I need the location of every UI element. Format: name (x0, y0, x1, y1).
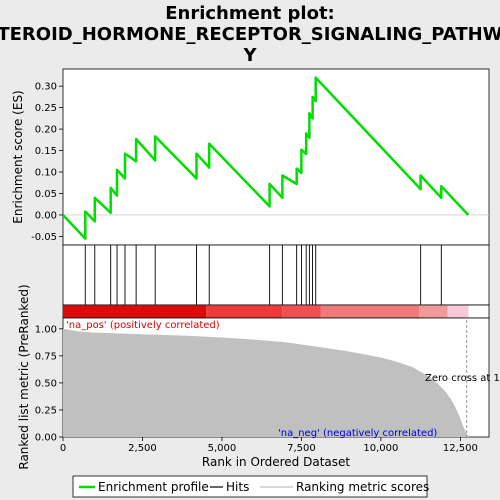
x-tick-label-0: 0 (60, 443, 66, 454)
es-y-axis-label: Enrichment score (ES) (11, 90, 25, 223)
es-y-tick-label-5: 0.05 (35, 189, 57, 200)
chart-title-line1: Enrichment plot: (165, 3, 335, 24)
rank-y-tick-label-3: 0.25 (35, 405, 57, 416)
es-y-tick-label-3: 0.15 (35, 146, 57, 157)
neg-correlated-label: 'na_neg' (negatively correlated) (278, 428, 437, 439)
x-tick-label-1: 2,500 (128, 443, 157, 454)
es-y-tick-label-4: 0.10 (35, 168, 57, 179)
chart-title-line2: STEROID_HORMONE_RECEPTOR_SIGNALING_PATHW… (0, 24, 500, 45)
legend-enrichment-label: Enrichment profile (98, 480, 209, 494)
pos-correlated-label: 'na_pos' (positively correlated) (66, 320, 220, 331)
es-y-tick-label-6: 0.00 (35, 210, 57, 221)
hits-panel-frame (63, 245, 489, 305)
rank-y-tick-label-2: 0.50 (35, 378, 57, 389)
rank-y-tick-label-1: 0.75 (35, 351, 57, 362)
x-tick-label-2: 5,000 (208, 443, 237, 454)
heat-band-2 (282, 306, 320, 318)
rank-y-axis-label: Ranked list metric (PreRanked) (17, 284, 31, 469)
es-panel-frame (63, 69, 489, 245)
heat-band-5 (448, 306, 469, 318)
zero-cross-label: Zero cross at 1 (425, 373, 500, 384)
es-y-tick-label-0: 0.30 (35, 82, 57, 93)
es-y-tick-label-2: 0.20 (35, 125, 57, 136)
legend-ranking-label: Ranking metric scores (296, 480, 429, 494)
x-axis-label: Rank in Ordered Dataset (202, 455, 350, 469)
heat-band-0 (63, 306, 206, 318)
chart-title-line3: Y (242, 45, 257, 66)
x-tick-label-4: 10,000 (363, 443, 398, 454)
x-tick-label-5: 12,500 (443, 443, 478, 454)
rank-y-tick-label-0: 1.00 (35, 324, 57, 335)
heat-band-4 (419, 306, 448, 318)
x-tick-label-3: 7,500 (287, 443, 316, 454)
heat-layer (63, 306, 468, 318)
legend-hits-label: Hits (226, 480, 249, 494)
es-y-tick-label-1: 0.25 (35, 103, 57, 114)
heat-band-3 (321, 306, 420, 318)
heat-band-1 (206, 306, 282, 318)
es-y-tick-label-7: -0.05 (31, 232, 57, 243)
rank-y-tick-label-4: 0.00 (35, 433, 57, 444)
